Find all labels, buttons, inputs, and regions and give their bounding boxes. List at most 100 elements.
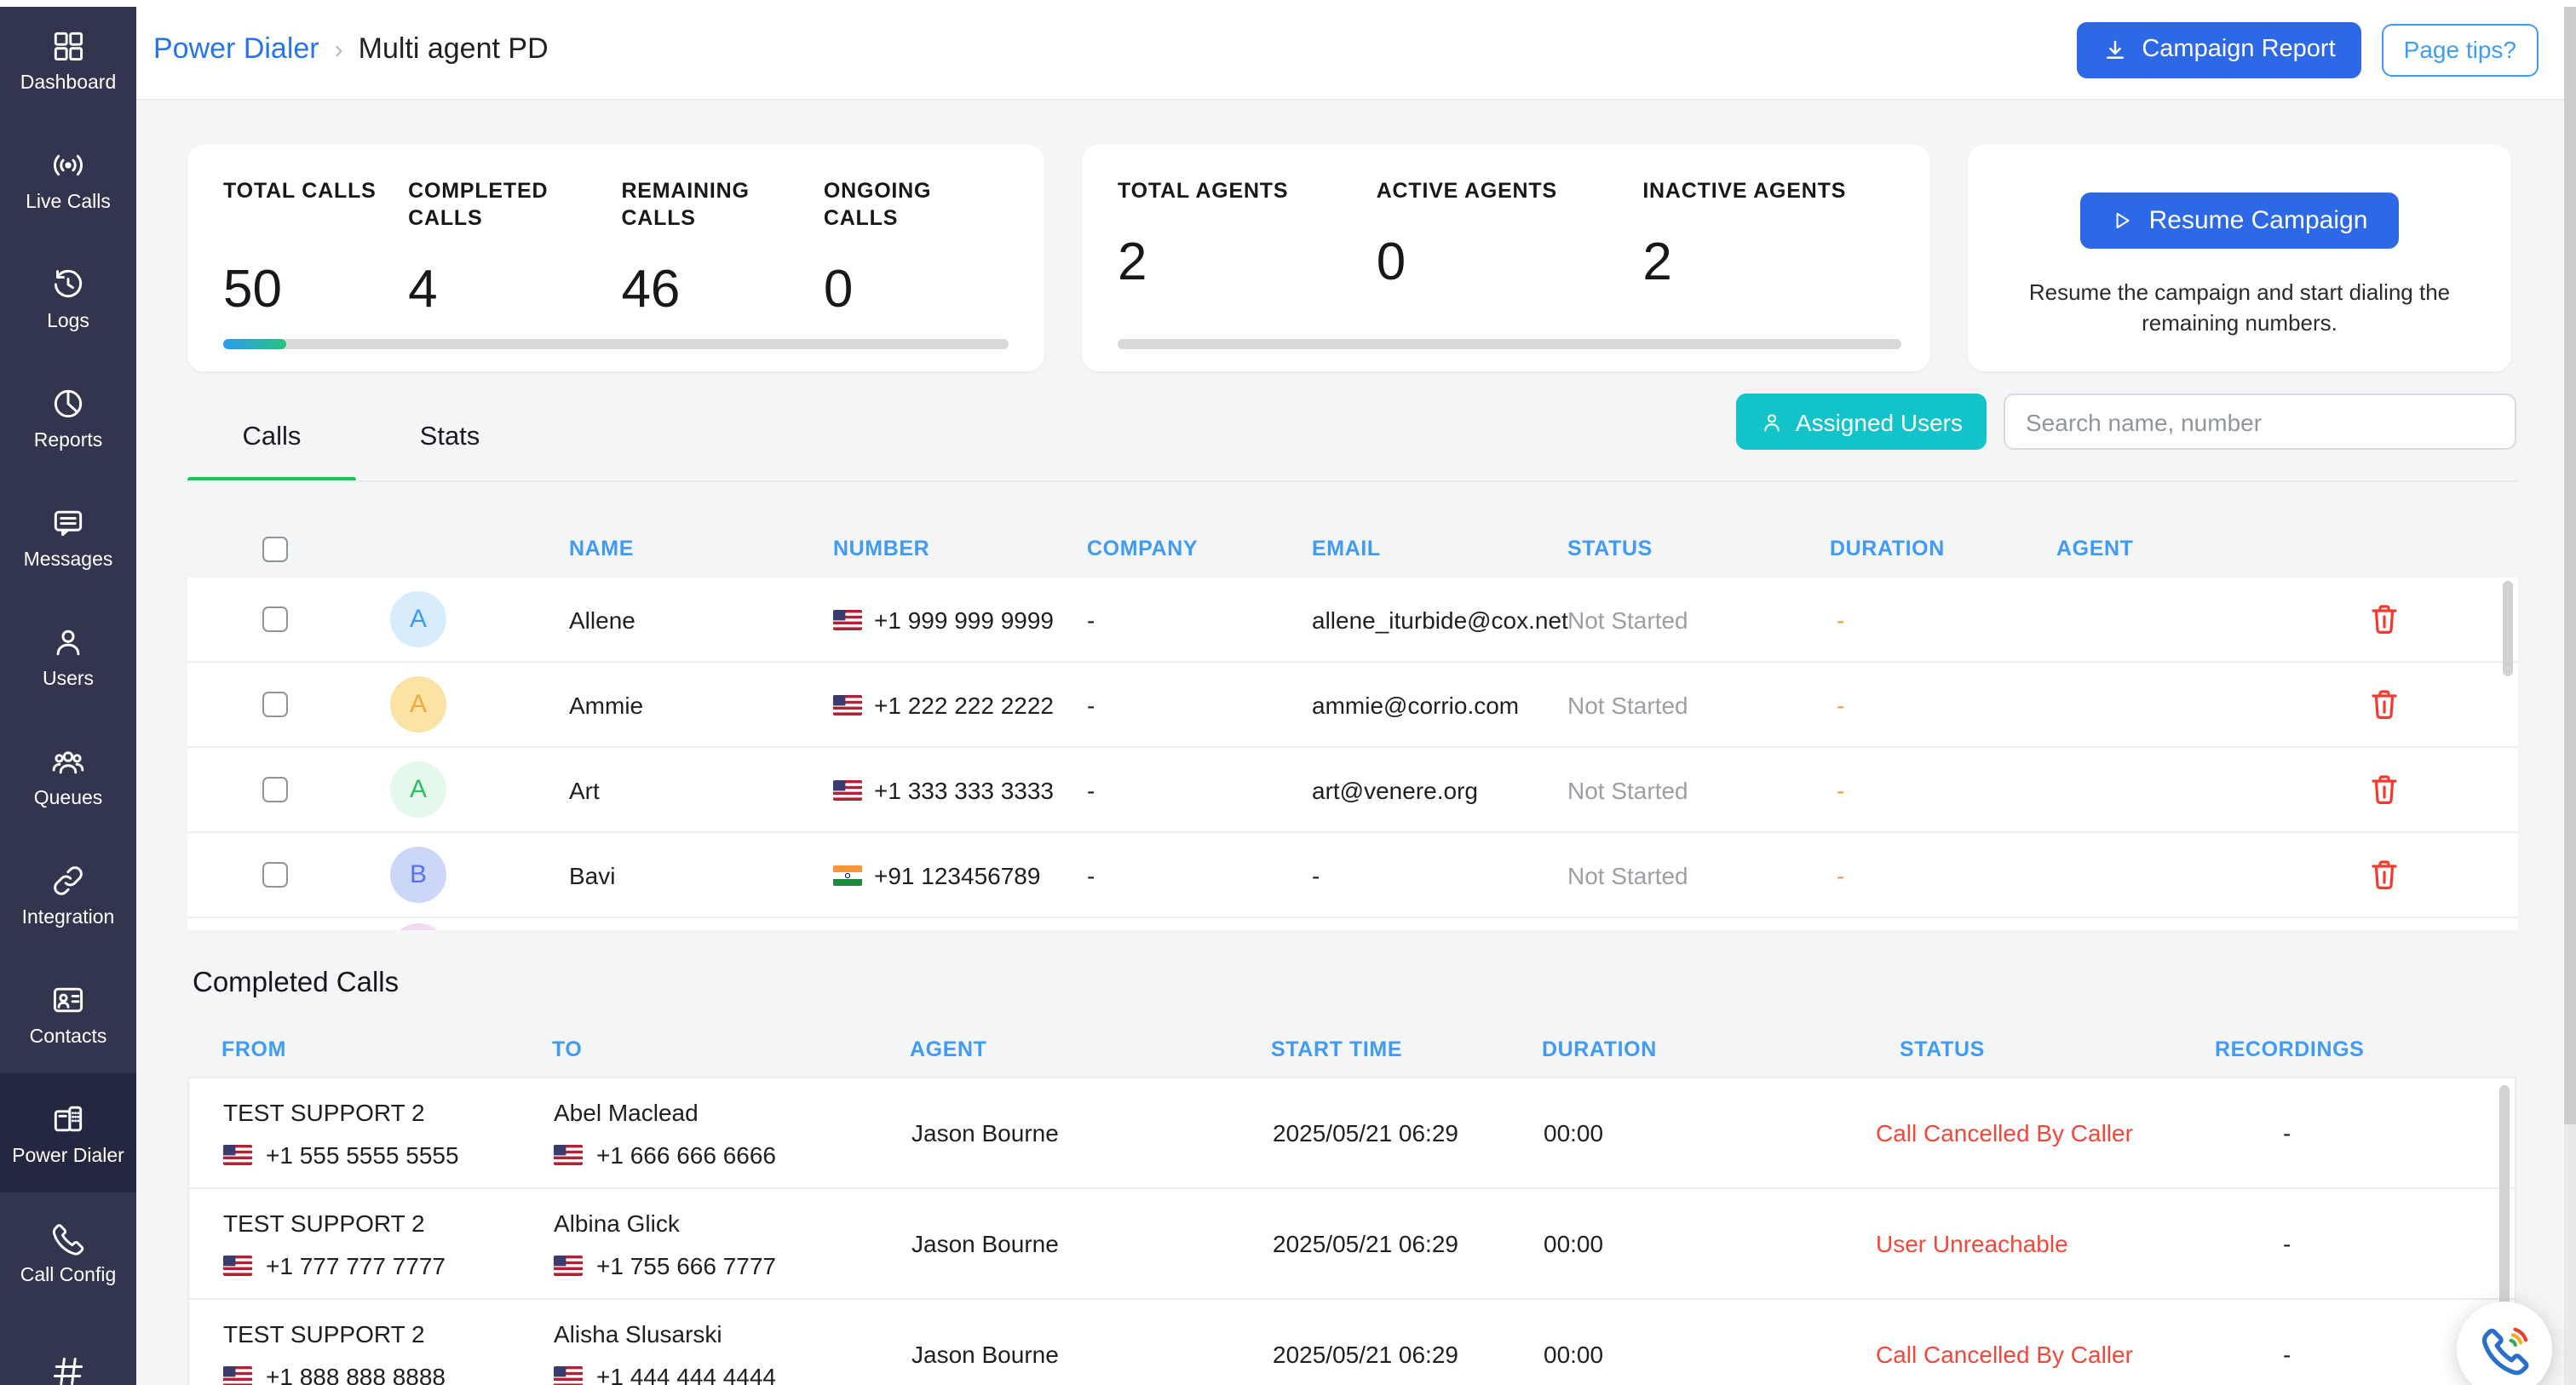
search-input[interactable] (2004, 394, 2516, 450)
completed-call-row: TEST SUPPORT 2 +1 888 888 8888 Alisha Sl… (189, 1300, 2515, 1385)
col-header-start-time: START TIME (1271, 1037, 1402, 1061)
to-number: +1 666 666 6666 (554, 1141, 776, 1169)
stat-value: 50 (223, 259, 408, 320)
window-top-strip (0, 0, 2576, 7)
company: - (1087, 862, 1095, 889)
email: art@venere.org (1312, 777, 1478, 804)
sidebar-item-power-dialer[interactable]: Power Dialer (0, 1073, 136, 1192)
assigned-users-button[interactable]: Assigned Users (1736, 394, 1987, 450)
from-number: +1 555 5555 5555 (223, 1141, 459, 1169)
sidebar-item-live-calls[interactable]: Live Calls (0, 119, 136, 238)
col-header-agent: AGENT (2056, 537, 2134, 560)
agent-name: Jason Bourne (911, 1341, 1059, 1368)
tab-label: Calls (243, 422, 302, 453)
sidebar-item-reports[interactable]: Reports (0, 358, 136, 477)
calls-table: NAME NUMBER COMPANY EMAIL STATUS DURATIO… (187, 523, 2518, 930)
tab-stats[interactable]: Stats (356, 422, 543, 482)
contacts-icon (49, 980, 87, 1018)
page-tips-button[interactable]: Page tips? (2382, 23, 2539, 76)
us-flag-icon (833, 610, 862, 630)
sidebar-item-queues[interactable]: Queues (0, 715, 136, 835)
duration: 00:00 (1544, 1341, 1603, 1368)
sidebar-item-messages[interactable]: Messages (0, 477, 136, 596)
stat-label: TOTAL AGENTS (1118, 177, 1377, 204)
sidebar-label: Integration (22, 907, 115, 928)
completed-calls-title: Completed Calls (193, 968, 399, 1000)
row-checkbox[interactable] (262, 606, 288, 632)
sidebar-item-dashboard[interactable]: Dashboard (0, 0, 136, 119)
avatar: A (390, 591, 446, 647)
sidebar-item-integration[interactable]: Integration (0, 835, 136, 954)
delete-icon[interactable] (2370, 603, 2399, 635)
sidebar-item-call-config[interactable]: Call Config (0, 1192, 136, 1312)
sidebar-item-users[interactable]: Users (0, 596, 136, 715)
stat-value: 2 (1118, 232, 1377, 293)
completed-calls-table: FROM TO AGENT START TIME DURATION STATUS… (187, 1026, 2516, 1385)
tab-calls[interactable]: Calls (187, 422, 356, 482)
delete-icon[interactable] (2370, 773, 2399, 806)
stat-value: 0 (824, 259, 1009, 320)
number-text: +1 444 444 4444 (596, 1363, 776, 1385)
to-name: Albina Glick (554, 1210, 680, 1237)
col-header-recordings: RECORDINGS (2215, 1037, 2364, 1061)
number-text: +1 777 777 7777 (266, 1252, 446, 1279)
breadcrumb-parent-link[interactable]: Power Dialer (153, 32, 319, 66)
table-toolbar: Assigned Users (1736, 394, 2516, 450)
row-checkbox[interactable] (262, 862, 288, 888)
col-header-number: NUMBER (833, 537, 929, 560)
col-header-status: STATUS (1900, 1037, 1985, 1061)
call-status: Call Cancelled By Caller (1876, 1341, 2133, 1368)
email: allene_iturbide@cox.net (1312, 606, 1568, 634)
delete-icon[interactable] (2370, 688, 2399, 721)
page-scrollbar[interactable] (2564, 0, 2576, 1385)
avatar (390, 923, 446, 930)
number-text: +1 666 666 6666 (596, 1141, 776, 1169)
breadcrumb-separator: › (335, 35, 343, 64)
play-icon (2112, 210, 2134, 232)
search-box (2004, 394, 2516, 450)
campaign-report-label: Campaign Report (2142, 36, 2335, 63)
contact-name: Bavi (569, 862, 615, 889)
campaign-report-button[interactable]: Campaign Report (2077, 21, 2360, 78)
col-header-company: COMPANY (1087, 537, 1198, 560)
sidebar-item-logs[interactable]: Logs (0, 238, 136, 358)
sidebar-item-overflow[interactable] (0, 1312, 136, 1385)
company: - (1087, 606, 1095, 634)
download-icon (2102, 37, 2128, 62)
row-checkbox[interactable] (262, 777, 288, 802)
table-row: A Allene +1 999 999 9999 - allene_iturbi… (187, 578, 2518, 663)
stat-value: 46 (621, 259, 823, 320)
recordings: - (2283, 1230, 2291, 1257)
row-checkbox[interactable] (262, 692, 288, 717)
number-text: +1 333 333 3333 (874, 777, 1054, 804)
resume-campaign-label: Resume Campaign (2149, 206, 2368, 235)
completed-call-row: TEST SUPPORT 2 +1 555 5555 5555 Abel Mac… (189, 1078, 2515, 1189)
company: - (1087, 692, 1095, 719)
col-header-from: FROM (221, 1037, 286, 1061)
integration-icon (49, 861, 87, 899)
table-row: A Ammie +1 222 222 2222 - ammie@corrio.c… (187, 663, 2518, 748)
sidebar-label: Power Dialer (12, 1146, 124, 1166)
phone-dialer-icon (2475, 1320, 2533, 1378)
calls-table-scrollbar[interactable] (2503, 581, 2513, 676)
contact-number: +1 222 222 2222 (833, 692, 1054, 719)
sidebar-label: Dashboard (20, 72, 117, 93)
resume-campaign-button[interactable]: Resume Campaign (2081, 193, 2399, 249)
to-number: +1 444 444 4444 (554, 1363, 776, 1385)
contact-number: +91 123456789 (833, 862, 1040, 889)
number-text: +1 888 888 8888 (266, 1363, 446, 1385)
dialer-fab-button[interactable] (2457, 1302, 2552, 1385)
select-all-checkbox[interactable] (262, 537, 288, 562)
us-flag-icon (554, 1145, 583, 1165)
sidebar-item-contacts[interactable]: Contacts (0, 954, 136, 1073)
page-header: Power Dialer › Multi agent PD Campaign R… (136, 0, 2576, 101)
stat-value: 4 (408, 259, 621, 320)
to-name: Abel Maclead (554, 1099, 699, 1126)
col-header-agent: AGENT (910, 1037, 987, 1061)
recordings: - (2283, 1119, 2291, 1147)
delete-icon[interactable] (2370, 859, 2399, 891)
stat-label: COMPLETED CALLS (408, 177, 561, 232)
user-icon (1760, 410, 1784, 434)
us-flag-icon (554, 1366, 583, 1385)
contact-name: Art (569, 777, 600, 804)
